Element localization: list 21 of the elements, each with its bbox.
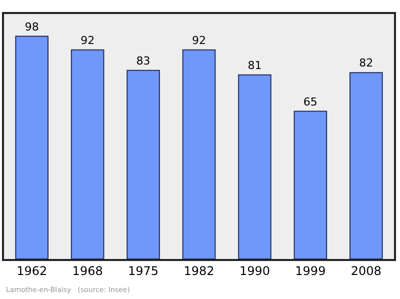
x-tick-label: 2008 [350,264,382,278]
bar [182,49,216,259]
bar [349,72,383,259]
x-tick-label: 1999 [295,264,326,278]
data-label: 83 [136,54,150,68]
bar [238,74,272,259]
x-tick-label: 1968 [72,264,103,278]
x-tick-label: 1975 [128,264,159,278]
x-tick-label: 1990 [239,264,270,278]
data-label: 81 [248,58,262,72]
data-label: 92 [80,34,95,47]
x-tick-label: 1962 [16,264,48,278]
data-label: 98 [24,20,39,34]
bar [126,70,160,259]
bar [294,110,328,259]
bar [70,49,104,259]
data-label: 65 [303,95,318,108]
x-tick-label: 1982 [184,264,214,278]
data-label: 82 [359,56,374,70]
bar [15,36,49,259]
data-label: 92 [192,34,206,47]
